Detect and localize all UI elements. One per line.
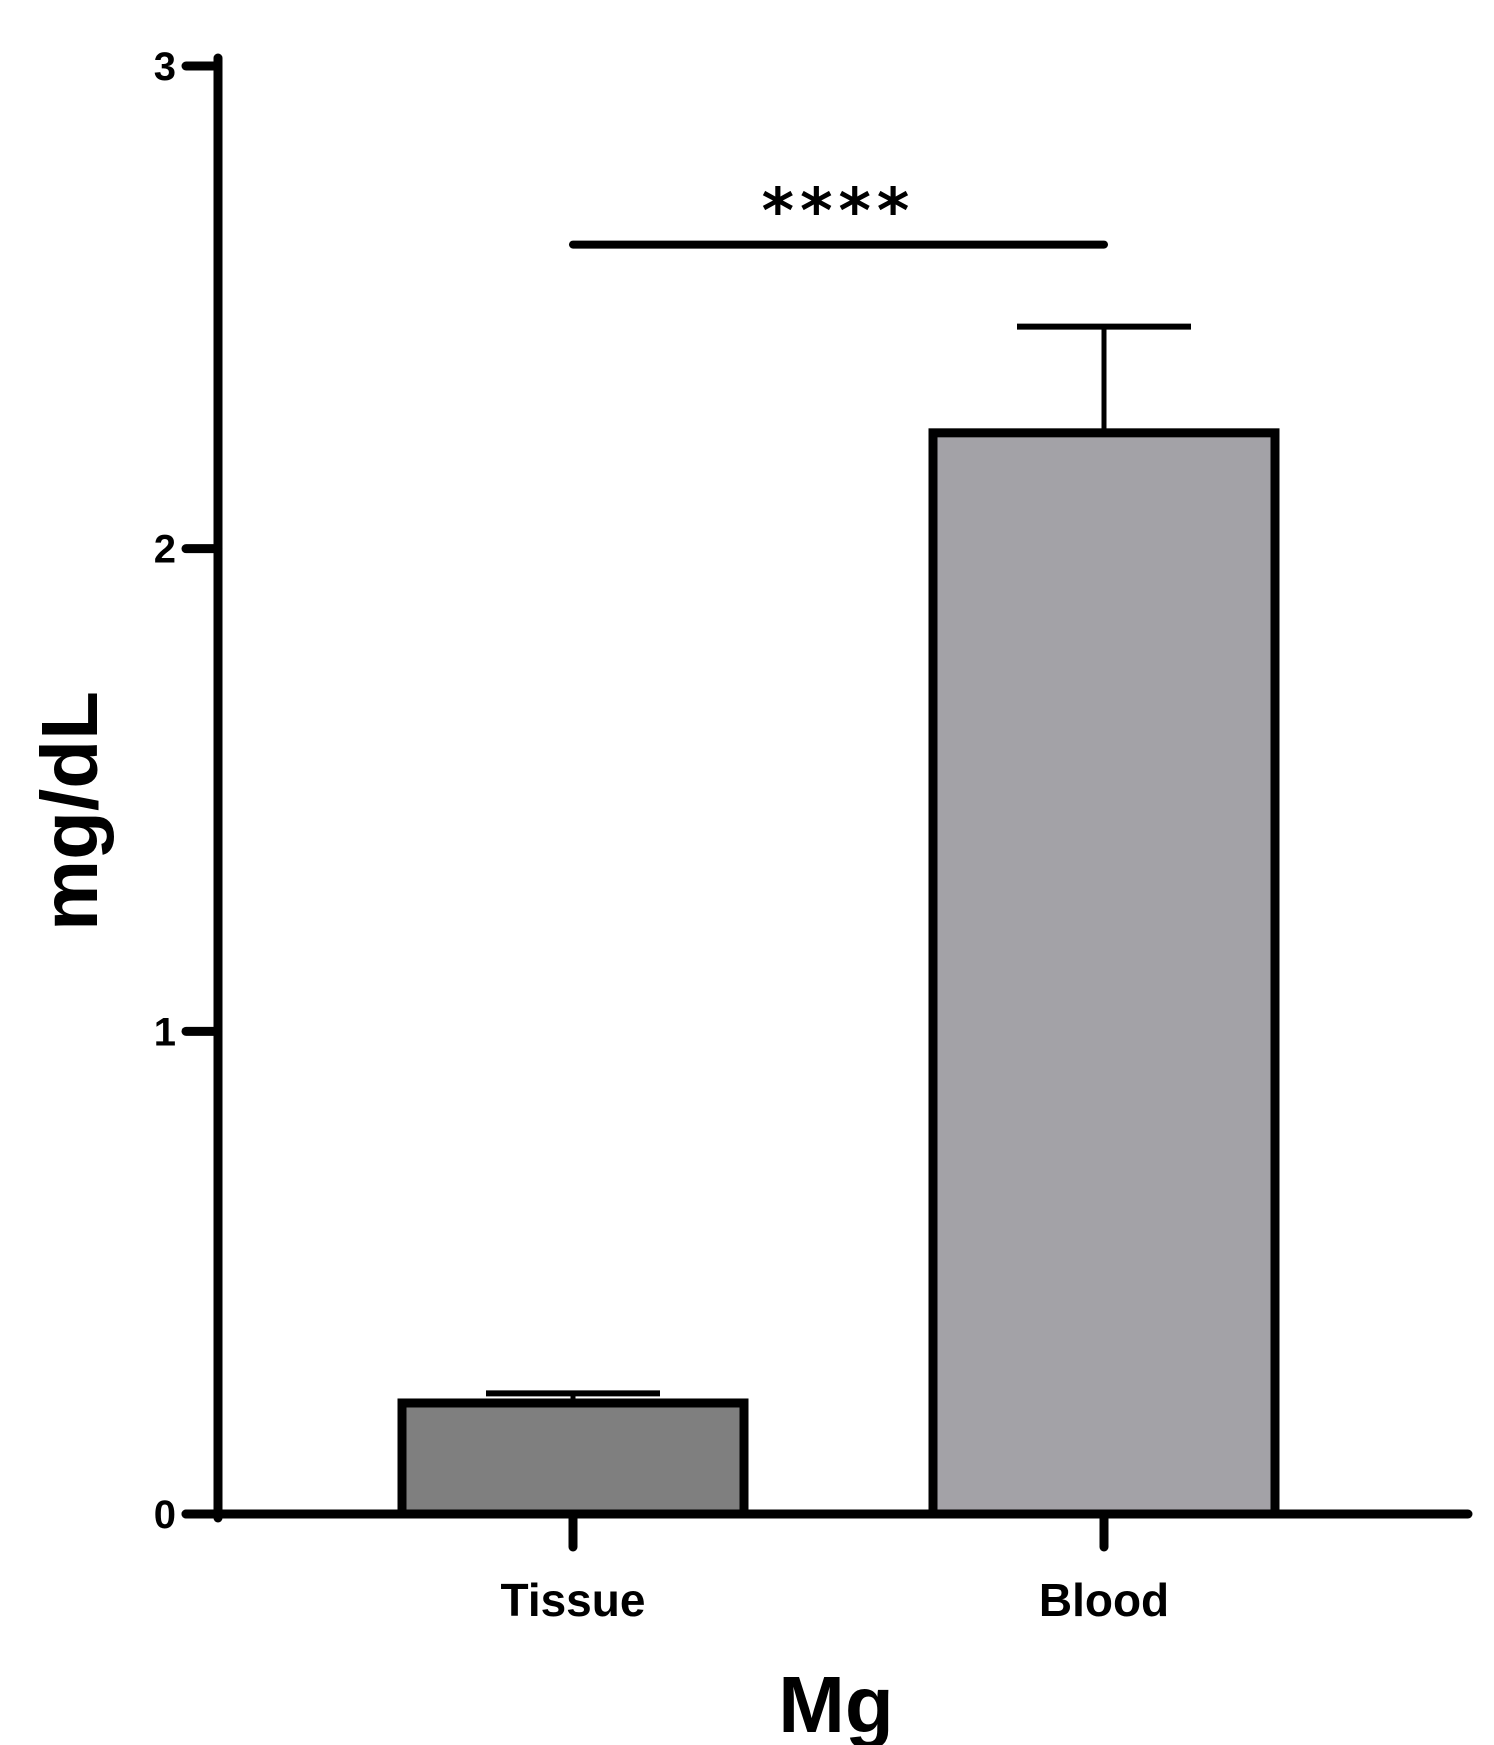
y-ticks-layer: 0 1 2 3	[154, 45, 223, 1537]
y-axis-title: mg/dL	[25, 691, 114, 931]
x-tick-label-blood: Blood	[1039, 1574, 1169, 1626]
y-tick-label-0: 0	[154, 1493, 176, 1537]
bar-blood	[928, 428, 1280, 1519]
bars-layer	[397, 428, 1280, 1519]
error-bars-layer	[486, 323, 1191, 1403]
x-tick-label-tissue: Tissue	[501, 1574, 646, 1626]
significance-label: ****	[762, 175, 916, 248]
y-tick-label-1: 1	[154, 1010, 176, 1054]
x-ticks-layer: Tissue Blood	[501, 1509, 1169, 1626]
significance-layer: ****	[569, 175, 1108, 249]
x-axis-title: Mg	[778, 1660, 894, 1745]
axes-layer	[181, 53, 1473, 1523]
y-tick-label-2: 2	[154, 528, 176, 572]
bar-tissue	[397, 1398, 749, 1519]
y-tick-label-3: 3	[154, 45, 176, 89]
